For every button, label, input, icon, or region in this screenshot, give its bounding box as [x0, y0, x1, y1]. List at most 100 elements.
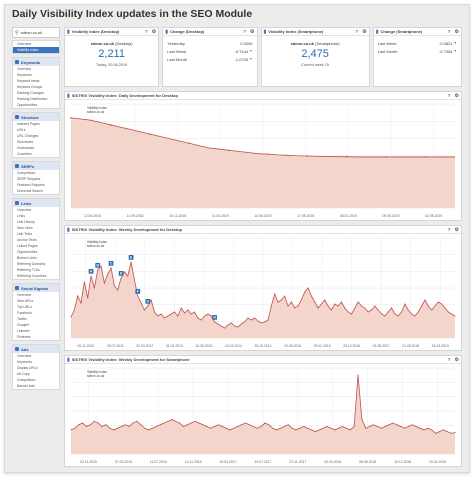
sidebar-item[interactable]: Referring Domains [17, 262, 46, 266]
sidebar-item[interactable]: Featured Snippets [17, 183, 45, 187]
sidebar-group-header[interactable]: Social Signals [13, 284, 59, 292]
sidebar-item[interactable]: Overview [17, 293, 32, 297]
sidebar-item[interactable]: Pinterest [17, 335, 31, 339]
help-icon[interactable]: ? [355, 29, 359, 34]
sidebar-item[interactable]: Keywords [17, 360, 32, 364]
sidebar-item[interactable]: Top URLs [17, 305, 32, 309]
sidebar-item[interactable]: Link Texts [17, 232, 33, 236]
sidebar-item[interactable]: Countries [17, 152, 32, 156]
sidebar-item[interactable]: Links [17, 214, 25, 218]
help-icon[interactable]: ? [447, 93, 451, 98]
sidebar-item[interactable]: SERP Snippets [17, 177, 41, 181]
data-point [357, 374, 359, 376]
data-point [338, 427, 340, 429]
data-point [163, 317, 165, 319]
sidebar-item[interactable]: Facebook [17, 311, 32, 315]
sidebar-group-header[interactable]: Keywords [13, 58, 59, 66]
gear-icon[interactable]: ⚙ [151, 28, 157, 35]
data-point [217, 424, 219, 426]
x-tick-label: 16.03.2019 [432, 344, 449, 348]
gear-icon[interactable]: ⚙ [454, 28, 459, 35]
data-point [133, 279, 135, 281]
event-marker-label: H [213, 316, 216, 320]
data-point [376, 425, 378, 427]
gear-icon[interactable]: ⚙ [250, 28, 255, 35]
sidebar-item[interactable]: Competitors [17, 171, 36, 175]
sidebar-item[interactable]: URLs [17, 128, 26, 132]
sidebar-item[interactable]: Overview [17, 42, 32, 46]
sidebar-item[interactable]: Ranking Distribution [17, 97, 48, 101]
sidebar-item[interactable]: Universal Search [17, 189, 43, 193]
sidebar-group-header[interactable]: Structure [13, 113, 59, 121]
weekly-smartphone-chart[interactable]: 02.11.2015 07.03.2016 11.07.2016 14.11.2016… [65, 364, 461, 466]
data-point [182, 425, 184, 427]
help-icon[interactable]: ? [447, 227, 451, 232]
sidebar-item[interactable]: Google+ [17, 323, 30, 327]
sidebar-item[interactable]: Ad Copy [17, 372, 31, 376]
sidebar-item[interactable]: Referring Countries [17, 274, 47, 278]
help-icon[interactable]: ? [447, 29, 451, 34]
sidebar-item[interactable]: Linked Pages [17, 244, 38, 248]
data-point [245, 422, 247, 424]
sidebar-item[interactable]: Overview [17, 354, 32, 358]
sidebar-item[interactable]: Keyword Groups [17, 85, 43, 89]
data-point [170, 313, 172, 315]
sidebar-item[interactable]: Opportunities [17, 103, 38, 107]
sidebar-item[interactable]: Ranking Changes [17, 91, 44, 95]
domain-search-value: sdeon.co.uk [20, 30, 43, 35]
sidebar-item[interactable]: Directories [17, 140, 34, 144]
data-point [415, 425, 417, 427]
daily-desktop-chart[interactable]: 12.06.2018 11.09.2018 10.12.2018 11.03.2019… [65, 100, 461, 220]
gear-icon[interactable]: ⚙ [454, 226, 459, 233]
sidebar-item[interactable]: LinkedIn [17, 329, 30, 333]
ads-icon [15, 347, 19, 351]
domain-name: sdeon.co.uk [290, 41, 314, 46]
help-icon[interactable]: ? [447, 357, 451, 362]
gear-icon[interactable]: ⚙ [454, 92, 459, 99]
sidebar-item[interactable]: Keyword Ideas [17, 79, 40, 83]
change-number: -0.7354 [438, 48, 453, 54]
data-point [310, 429, 312, 431]
x-tick-label: 11.03.2019 [212, 214, 229, 218]
data-point [306, 155, 309, 157]
data-point [270, 305, 272, 307]
chart-title: SISTRIX Visibility Index: Weekly Develop… [71, 357, 190, 362]
sidebar-item[interactable]: Banner Ads [17, 384, 35, 388]
help-icon[interactable]: ? [243, 29, 247, 34]
sidebar-item[interactable]: URL Changes [17, 134, 39, 138]
data-point [171, 419, 173, 421]
sidebar-item[interactable]: Twitter [17, 317, 27, 321]
sidebar-item[interactable]: Indexed Pages [17, 122, 40, 126]
card-title: Visibility Index (Smartphone) [268, 29, 324, 34]
x-tick-label: 16.06.2013 [195, 344, 212, 348]
bar-chart-icon: ▮ [67, 28, 70, 35]
sidebar-item[interactable]: Overview [17, 208, 32, 212]
sidebar-group-header[interactable]: Links [13, 199, 59, 207]
sidebar-group-header[interactable]: Ads [13, 345, 59, 353]
domain-search-field[interactable]: ⚲ sdeon.co.uk [12, 27, 60, 38]
data-point [353, 425, 355, 427]
x-tick-label: 28.10.2016 [343, 344, 360, 348]
sidebar-item[interactable]: Competitors [17, 378, 36, 382]
sidebar-item[interactable]: Visibility Index [13, 47, 59, 53]
data-point [364, 307, 366, 309]
weekly-desktop-chart[interactable]: 06.11.2010 05.07.2011 02.03.2012 31.01.2013… [65, 234, 461, 350]
sidebar-item[interactable]: Hostnames [17, 146, 35, 150]
sidebar-item[interactable]: Anchor Texts [17, 238, 37, 242]
sidebar-item[interactable]: Link History [17, 220, 35, 224]
sidebar-group-header[interactable]: SERPs [13, 162, 59, 170]
data-point [369, 425, 371, 427]
help-icon[interactable]: ? [145, 29, 148, 34]
sidebar-item[interactable]: Broken Links [17, 256, 37, 260]
sidebar-item[interactable]: Display URLs [17, 366, 38, 370]
gear-icon[interactable]: ⚙ [454, 356, 459, 363]
gear-icon[interactable]: ⚙ [362, 28, 367, 35]
sidebar-group-title: Keywords [21, 59, 41, 65]
sidebar-item[interactable]: New URLs [17, 299, 34, 303]
sidebar-item[interactable]: Keywords [17, 73, 32, 77]
main-content: ▮ Visibility Index (Desktop) ? ⚙ sdeon.c… [64, 27, 462, 467]
sidebar-item[interactable]: Opportunities [17, 250, 38, 254]
sidebar-item[interactable]: Overview [17, 67, 32, 71]
sidebar-item[interactable]: Referring TLDs [17, 268, 40, 272]
sidebar-item[interactable]: New Links [17, 226, 33, 230]
